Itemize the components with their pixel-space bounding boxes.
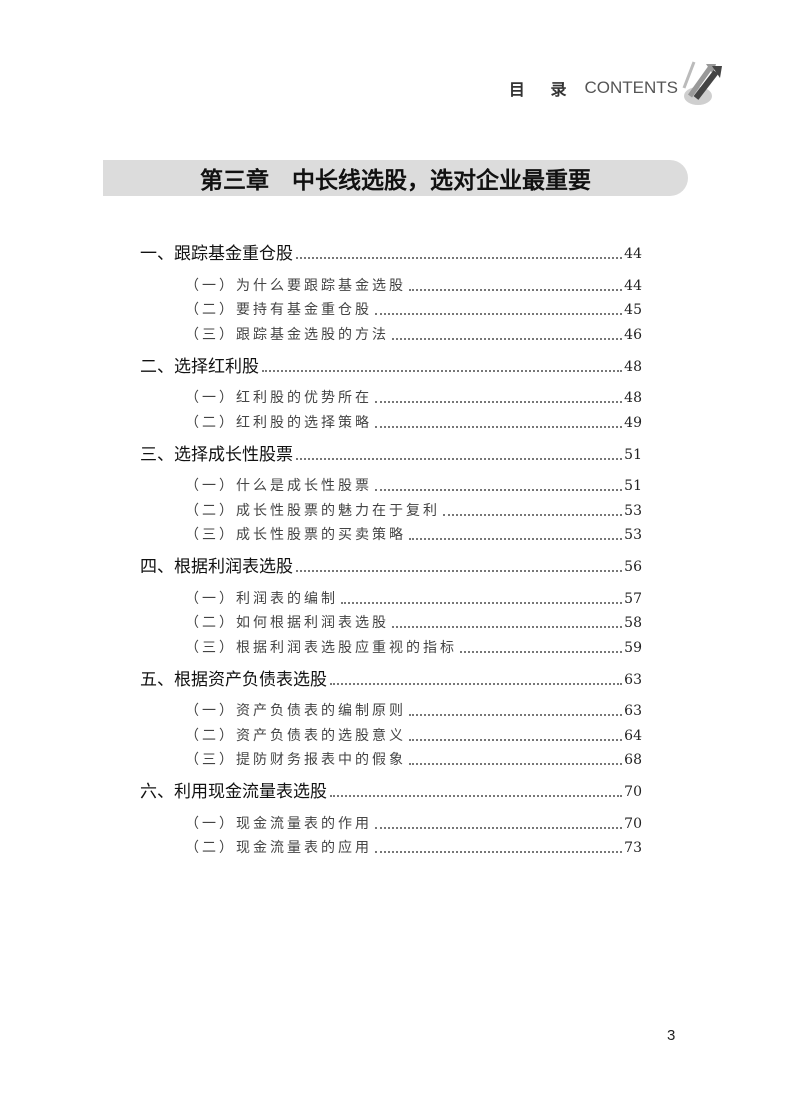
entry-title: （三）根据利润表选股应重视的指标 [185, 639, 457, 656]
toc-subsection-entry[interactable]: （二）成长性股票的魅力在于复利 53 [140, 496, 642, 521]
dot-leader [443, 513, 623, 516]
toc-subsection-entry[interactable]: （一）为什么要跟踪基金选股 44 [140, 271, 642, 296]
entry-title: （一）红利股的优势所在 [185, 390, 372, 406]
entry-title: 六、利用现金流量表选股 [140, 782, 327, 802]
entry-title: （三）提防财务报表中的假象 [185, 752, 406, 768]
entry-page: 63 [624, 671, 642, 688]
dot-leader [409, 763, 623, 765]
entry-page: 44 [624, 246, 642, 262]
toc-subsection-entry[interactable]: （三）根据利润表选股应重视的指标 59 [140, 633, 642, 658]
dot-leader [375, 313, 623, 315]
entry-page: 64 [624, 727, 642, 744]
toc-section-entry[interactable]: 三、选择成长性股票 51 [140, 441, 642, 465]
entry-title: 二、选择红利股 [140, 356, 259, 377]
entry-page: 70 [624, 815, 642, 832]
toc-subsection-entry[interactable]: （二）现金流量表的应用 73 [140, 834, 642, 859]
entry-page: 68 [624, 752, 642, 768]
entry-title: （三）跟踪基金选股的方法 [185, 326, 389, 343]
chapter-banner: 第三章 中长线选股，选对企业最重要 [103, 160, 688, 196]
toc-section-entry[interactable]: 二、选择红利股 48 [140, 353, 642, 377]
entry-page: 73 [624, 840, 642, 856]
entry-page: 70 [624, 784, 642, 800]
dot-leader [409, 538, 623, 540]
entry-title: 三、选择成长性股票 [140, 444, 293, 465]
toc-subsection-entry[interactable]: （一）红利股的优势所在 48 [140, 384, 642, 409]
entry-page: 56 [624, 559, 642, 575]
dot-leader [409, 738, 623, 741]
entry-page: 58 [624, 615, 642, 631]
entry-title: （一）利润表的编制 [185, 590, 338, 607]
dot-leader [392, 626, 623, 628]
entry-page: 49 [624, 414, 642, 431]
toc-subsection-entry[interactable]: （二）要持有基金重仓股 45 [140, 296, 642, 321]
entry-page: 53 [624, 527, 642, 543]
dot-leader [460, 650, 623, 653]
dot-leader [375, 826, 623, 829]
entry-title: （二）成长性股票的魅力在于复利 [185, 502, 440, 519]
toc-subsection-entry[interactable]: （一）利润表的编制 57 [140, 584, 642, 609]
chapter-title: 第三章 中长线选股，选对企业最重要 [200, 167, 591, 194]
entry-title: （三）成长性股票的买卖策略 [185, 527, 406, 543]
toc-section-entry[interactable]: 五、根据资产负债表选股 63 [140, 666, 642, 690]
entry-title: （二）如何根据利润表选股 [185, 615, 389, 631]
dot-leader [330, 682, 623, 685]
dot-leader [409, 714, 623, 716]
toc-section-entry[interactable]: 六、利用现金流量表选股 70 [140, 778, 642, 802]
entry-page: 63 [624, 703, 642, 719]
toc-subsection-entry[interactable]: （二）资产负债表的选股意义 64 [140, 721, 642, 746]
dot-leader [375, 851, 623, 853]
entry-page: 44 [624, 277, 642, 294]
header-title-en: CONTENTS [584, 78, 679, 97]
entry-title: （二）资产负债表的选股意义 [185, 727, 406, 744]
dot-leader [296, 457, 623, 460]
entry-page: 51 [624, 478, 642, 494]
entry-title: （一）为什么要跟踪基金选股 [185, 277, 406, 294]
toc-subsection-entry[interactable]: （二）如何根据利润表选股 58 [140, 609, 642, 634]
toc-subsection-entry[interactable]: （一）资产负债表的编制原则 63 [140, 697, 642, 722]
dot-leader [296, 257, 623, 259]
entry-page: 48 [624, 390, 642, 406]
dot-leader [375, 489, 623, 491]
toc-subsection-entry[interactable]: （一）什么是成长性股票 51 [140, 472, 642, 497]
entry-title: 一、跟踪基金重仓股 [140, 244, 293, 264]
toc-section-entry[interactable]: 一、跟踪基金重仓股 44 [140, 240, 642, 264]
entry-title: （一）现金流量表的作用 [185, 815, 372, 832]
entry-page: 57 [624, 590, 642, 607]
dot-leader [296, 570, 623, 572]
table-of-contents: 一、跟踪基金重仓股 44 （一）为什么要跟踪基金选股 44 （二）要持有基金重仓股 45 （… [140, 240, 642, 858]
entry-page: 45 [624, 302, 642, 318]
dot-leader [262, 369, 623, 372]
entry-title: （一）资产负债表的编制原则 [185, 703, 406, 719]
dot-leader [330, 795, 623, 797]
entry-page: 48 [624, 358, 642, 375]
toc-subsection-entry[interactable]: （一）现金流量表的作用 70 [140, 809, 642, 834]
toc-subsection-entry[interactable]: （三）成长性股票的买卖策略 53 [140, 521, 642, 546]
entry-page: 51 [624, 446, 642, 463]
toc-subsection-entry[interactable]: （三）提防财务报表中的假象 68 [140, 746, 642, 771]
toc-subsection-entry[interactable]: （三）跟踪基金选股的方法 46 [140, 320, 642, 345]
dot-leader [409, 288, 623, 291]
entry-page: 59 [624, 639, 642, 656]
entry-title: （二）红利股的选择策略 [185, 414, 372, 431]
entry-page: 46 [624, 326, 642, 343]
dot-leader [341, 601, 623, 604]
entry-title: （二）现金流量表的应用 [185, 840, 372, 856]
entry-page: 53 [624, 502, 642, 519]
entry-title: （一）什么是成长性股票 [185, 478, 372, 494]
entry-title: 五、根据资产负债表选股 [140, 669, 327, 690]
page-number: 3 [667, 1027, 676, 1044]
header-title-cn: 目 录 [508, 80, 577, 99]
toc-subsection-entry[interactable]: （二）红利股的选择策略 49 [140, 408, 642, 433]
entry-title: （二）要持有基金重仓股 [185, 302, 372, 318]
running-header: 目 录 CONTENTS [509, 76, 678, 100]
entry-title: 四、根据利润表选股 [140, 557, 293, 577]
dot-leader [392, 337, 623, 340]
arrows-up-icon [682, 61, 722, 105]
dot-leader [375, 401, 623, 403]
dot-leader [375, 425, 623, 428]
toc-section-entry[interactable]: 四、根据利润表选股 56 [140, 553, 642, 577]
